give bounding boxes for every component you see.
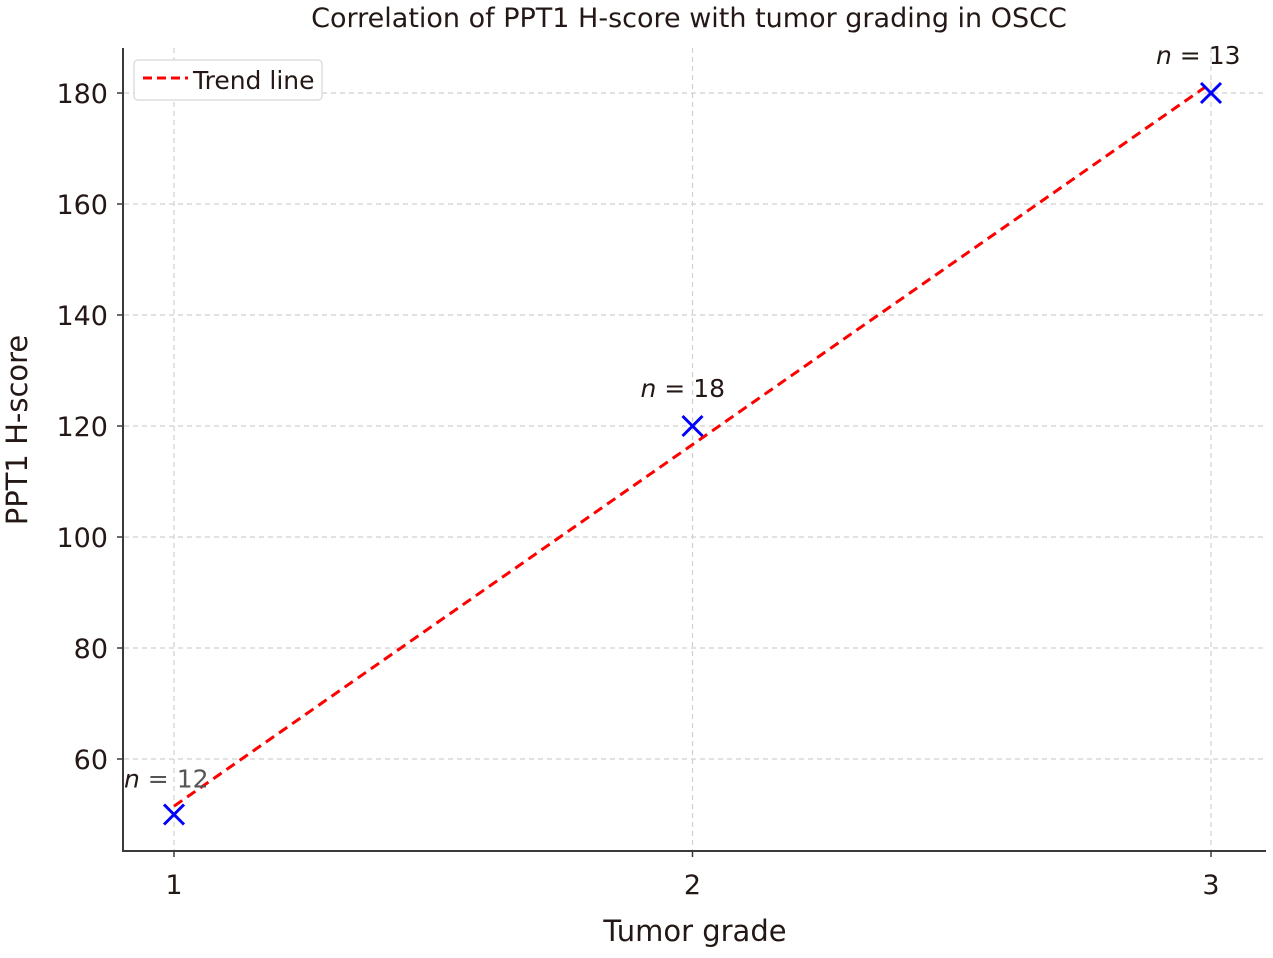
data-point [681, 414, 704, 438]
y-tick-label: 80 [74, 634, 108, 665]
grid [124, 48, 1265, 850]
legend-box [133, 59, 323, 101]
annotation-n: n [641, 374, 657, 403]
sample-size-annotation: n = 13 [1156, 41, 1241, 70]
axes [122, 48, 1266, 852]
annotation-value: = 12 [140, 765, 209, 794]
legend-label-trend-line: Trend line [192, 66, 314, 95]
trend-line-layer [173, 81, 1212, 808]
y-ticks: 60 80 100 120 140 160 180 [56, 79, 123, 776]
annotation-n: n [1156, 41, 1172, 70]
y-axis-label: PPT1 H-score [0, 335, 34, 526]
point-marker-stroke [162, 803, 186, 826]
y-tick-label: 180 [56, 79, 108, 110]
point-marker-stroke [1199, 81, 1223, 105]
x-ticks: 1 2 3 [165, 851, 1220, 901]
annotation-n: n [124, 765, 140, 794]
sample-size-annotation: n = 18 [641, 374, 726, 403]
x-axis-label: Tumor grade [602, 914, 786, 948]
y-tick-label: 60 [74, 745, 108, 776]
trend-line [173, 81, 1212, 808]
y-tick-label: 160 [56, 190, 108, 221]
data-point [162, 803, 186, 826]
annotation-value: = 13 [1172, 41, 1241, 70]
annotations-layer: n = 12n = 18n = 13 [124, 41, 1241, 794]
legend: Trend line [133, 59, 323, 101]
x-tick-label: 3 [1202, 870, 1219, 901]
data-point [1199, 81, 1223, 105]
points-layer [162, 81, 1223, 826]
y-tick-label: 120 [56, 412, 108, 443]
annotation-value: = 18 [656, 374, 725, 403]
sample-size-annotation: n = 12 [124, 765, 209, 794]
y-tick-label: 140 [56, 301, 108, 332]
chart-title: Correlation of PPT1 H-score with tumor g… [311, 3, 1067, 34]
y-tick-label: 100 [56, 523, 108, 554]
x-tick-label: 2 [684, 870, 701, 901]
x-tick-label: 1 [165, 870, 182, 901]
point-marker-stroke [681, 414, 704, 438]
